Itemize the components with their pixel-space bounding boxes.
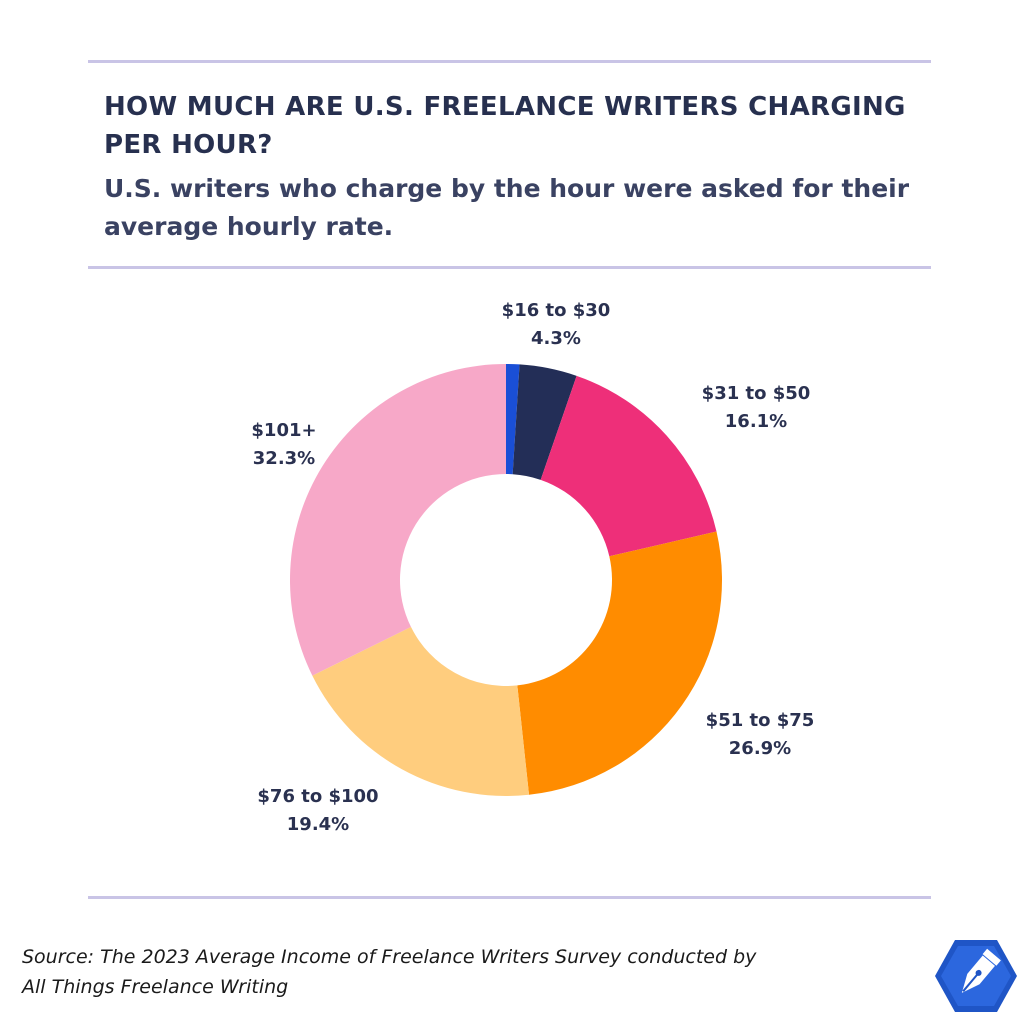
slice-label-4: $51 to $75 bbox=[706, 710, 815, 731]
slice-percent-2: 4.3% bbox=[531, 328, 581, 349]
donut-slice-1 bbox=[506, 364, 520, 475]
donut-slice-2 bbox=[512, 364, 577, 480]
source-line-1: Source: The 2023 Average Income of Freel… bbox=[22, 946, 757, 968]
slice-percent-4: 26.9% bbox=[729, 738, 791, 759]
slice-label-3: $31 to $50 bbox=[702, 383, 811, 404]
source-note: Source: The 2023 Average Income of Freel… bbox=[22, 942, 882, 1002]
donut-slice-6 bbox=[289, 364, 506, 676]
donut-chart: $16 to $30 4.3% $31 to $50 16.1% $51 to $75 2… bbox=[251, 300, 815, 835]
divider-bottom bbox=[88, 896, 931, 899]
slice-percent-5: 19.4% bbox=[287, 814, 349, 835]
chart-subtitle: U.S. writers who charge by the hour were… bbox=[104, 174, 910, 241]
slice-percent-6: 32.3% bbox=[253, 448, 315, 469]
donut-slice-5 bbox=[312, 626, 530, 797]
slice-label-5: $76 to $100 bbox=[257, 786, 378, 807]
donut-slice-4 bbox=[517, 531, 722, 795]
divider-middle bbox=[88, 266, 931, 269]
slice-label-6: $101+ bbox=[251, 420, 316, 441]
pen-nib-hexagon-icon bbox=[935, 940, 1017, 1012]
source-line-2: All Things Freelance Writing bbox=[22, 976, 289, 998]
slice-percent-3: 16.1% bbox=[725, 411, 787, 432]
slice-label-2: $16 to $30 bbox=[502, 300, 611, 321]
donut-slice-3 bbox=[540, 375, 717, 557]
divider-top bbox=[88, 60, 931, 63]
chart-title: HOW MUCH ARE U.S. FREELANCE WRITERS CHAR… bbox=[104, 92, 906, 160]
